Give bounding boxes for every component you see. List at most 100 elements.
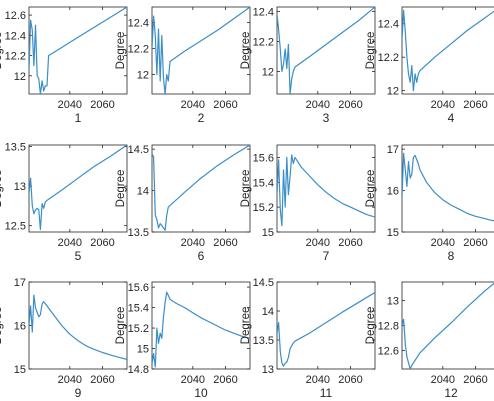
plot-frame (276, 281, 376, 370)
y-tick-label: 13 (262, 364, 274, 376)
y-axis-label: Degree (115, 307, 127, 345)
y-tick-label: 14 (262, 306, 274, 318)
chart-panel-10: 14.8 15 15.2 15.4 15.6 2040 2060 10 Degree (115, 281, 251, 400)
series-line (29, 294, 127, 360)
y-axis-label: Degree (365, 32, 377, 70)
chart-panel-11: 13 13.5 14 14.5 2040 2060 11 Degree (240, 277, 376, 400)
x-tick-label: 2060 (338, 374, 362, 386)
panel-number-label: 1 (75, 111, 82, 125)
series-line (402, 282, 494, 369)
plot-frame (28, 144, 128, 233)
panel-number-label: 5 (75, 249, 82, 263)
x-tick-label: 2060 (338, 99, 362, 111)
y-axis-label: Degree (0, 32, 4, 70)
plot-frame (28, 6, 128, 95)
chart-panel-7: 15 15.2 15.4 15.6 2040 2060 7 Degree (240, 144, 376, 263)
y-tick-label: 15 (14, 364, 26, 376)
x-tick-label: 2040 (58, 374, 82, 386)
plot-frame (151, 6, 251, 95)
y-axis-label: Degree (240, 170, 252, 208)
x-tick-label: 2040 (58, 99, 82, 111)
chart-panel-2: 12 12.2 12.4 2040 2060 2 Degree (115, 6, 251, 125)
chart-panel-8: 15 16 17 2040 2060 8 Degree (365, 144, 494, 263)
plot-frame (151, 281, 251, 370)
series-line (277, 154, 375, 227)
y-tick-label: 14.5 (253, 277, 274, 289)
series-line (402, 152, 494, 222)
y-tick-label: 13 (14, 181, 26, 193)
x-tick-label: 2040 (306, 374, 330, 386)
x-tick-label: 2040 (431, 237, 455, 249)
y-tick-label: 13.5 (5, 142, 26, 154)
y-axis-label: Degree (0, 170, 4, 208)
y-tick-label: 12.6 (378, 345, 399, 357)
y-tick-label: 16 (387, 186, 399, 198)
chart-panel-12: 12.6 12.8 13 2040 2060 12 Degree (365, 281, 494, 400)
y-tick-label: 12.5 (5, 221, 26, 233)
panel-number-label: 9 (75, 386, 82, 400)
x-tick-label: 2040 (306, 237, 330, 249)
series-line (29, 145, 127, 231)
y-axis-label: Degree (115, 32, 127, 70)
y-axis-label: Degree (365, 307, 377, 345)
panel-number-label: 7 (323, 249, 330, 263)
y-tick-label: 15.2 (253, 202, 274, 214)
y-tick-label: 17 (387, 144, 399, 156)
series-line (152, 7, 250, 94)
y-tick-label: 17 (14, 277, 26, 289)
x-tick-label: 2040 (181, 237, 205, 249)
panel-number-label: 8 (448, 249, 455, 263)
x-tick-label: 2060 (463, 237, 487, 249)
y-tick-label: 12.2 (128, 44, 149, 56)
panel-number-label: 11 (320, 386, 333, 400)
panel-number-label: 12 (444, 386, 458, 400)
panel-number-label: 2 (198, 111, 205, 125)
panel-number-label: 4 (448, 111, 455, 125)
chart-panel-9: 15 16 17 2040 2060 9 Degree (0, 277, 128, 400)
y-tick-label: 13.5 (253, 335, 274, 347)
panel-number-label: 6 (198, 249, 205, 263)
y-tick-label: 15 (137, 344, 149, 356)
y-tick-label: 12 (14, 71, 26, 83)
y-tick-label: 13.5 (128, 227, 149, 239)
y-tick-label: 12.4 (5, 30, 26, 42)
panel-number-label: 10 (194, 386, 208, 400)
series-line (152, 145, 250, 231)
chart-panel-1: 12 12.2 12.4 12.6 2040 2060 1 Degree (0, 6, 128, 125)
y-tick-label: 12.8 (378, 321, 399, 333)
plot-frame (401, 6, 494, 95)
series-line (29, 7, 127, 94)
y-tick-label: 12.2 (378, 52, 399, 64)
series-line (152, 291, 250, 368)
y-tick-label: 15.4 (128, 303, 149, 315)
x-tick-label: 2060 (463, 99, 487, 111)
x-tick-label: 2060 (90, 237, 114, 249)
y-axis-label: Degree (240, 307, 252, 345)
y-tick-label: 15.6 (128, 282, 149, 294)
y-tick-label: 15.4 (253, 177, 274, 189)
x-tick-label: 2060 (213, 99, 237, 111)
y-tick-label: 14.8 (128, 364, 149, 376)
plot-frame (151, 144, 251, 233)
x-tick-label: 2060 (213, 237, 237, 249)
chart-panel-3: 12 12.2 12.4 2040 2060 3 Degree (240, 6, 376, 125)
x-tick-label: 2040 (58, 237, 82, 249)
y-tick-label: 12.4 (128, 18, 149, 30)
x-tick-label: 2060 (463, 374, 487, 386)
y-tick-label: 15.6 (253, 152, 274, 164)
y-tick-label: 16 (14, 321, 26, 333)
y-tick-label: 12.2 (5, 51, 26, 63)
plot-frame (276, 6, 376, 95)
y-tick-label: 15.2 (128, 323, 149, 335)
y-tick-label: 14 (137, 186, 149, 198)
x-tick-label: 2040 (181, 374, 205, 386)
chart-panel-5: 12.5 13 13.5 2040 2060 5 Degree (0, 142, 128, 263)
y-axis-label: Degree (0, 307, 4, 345)
y-tick-label: 13 (387, 296, 399, 308)
x-tick-label: 2040 (306, 99, 330, 111)
panel-number-label: 3 (323, 111, 330, 125)
y-tick-label: 12 (262, 67, 274, 79)
x-tick-label: 2060 (213, 374, 237, 386)
y-tick-label: 15 (262, 227, 274, 239)
y-tick-label: 12 (137, 70, 149, 82)
